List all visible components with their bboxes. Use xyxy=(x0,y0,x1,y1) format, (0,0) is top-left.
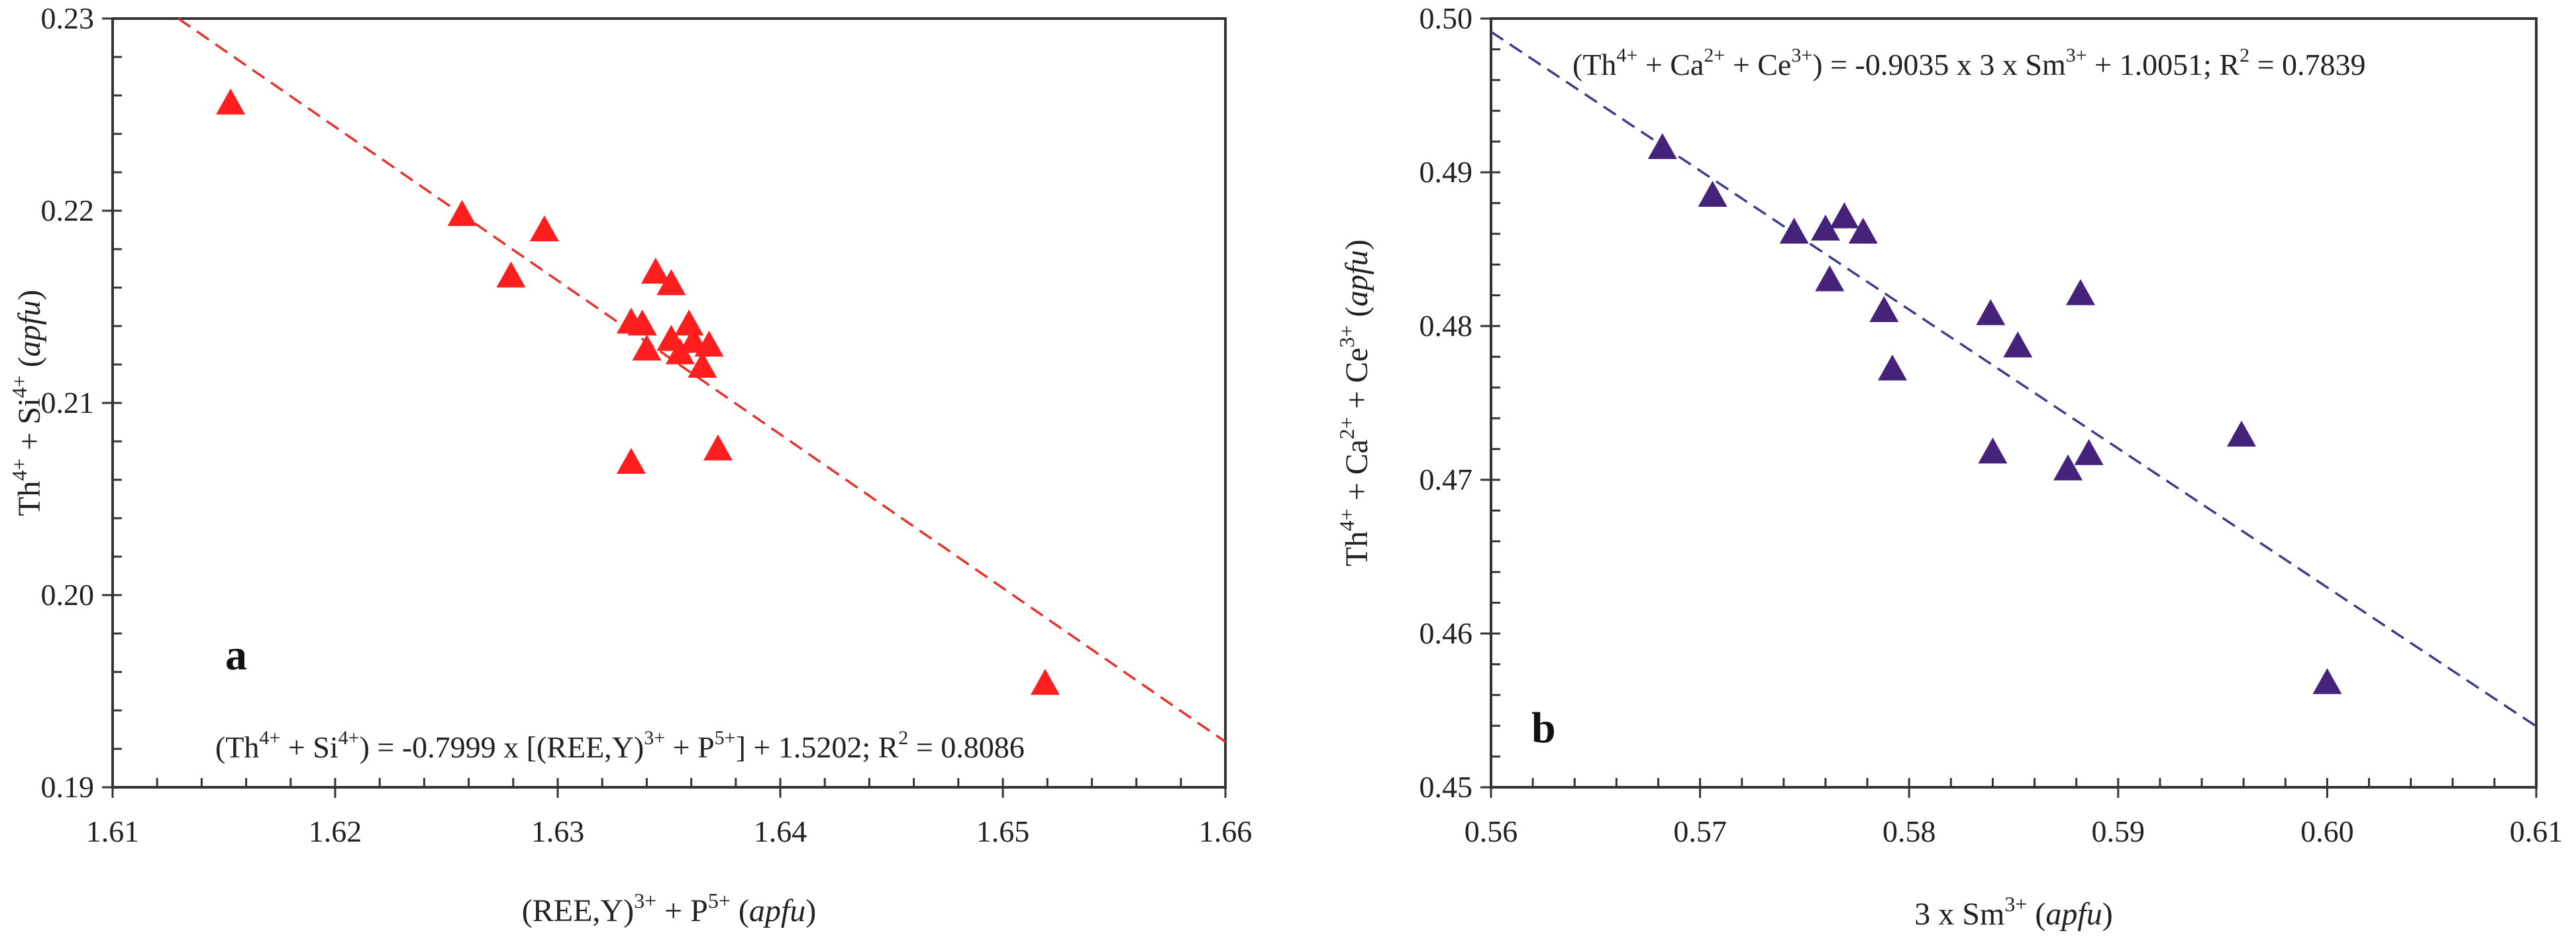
y-tick-label: 0.46 xyxy=(1419,616,1473,650)
y-tick-label: 0.22 xyxy=(41,194,95,227)
data-point xyxy=(688,351,717,378)
y-tick-label: 0.19 xyxy=(41,770,95,804)
y-tick-label: 0.50 xyxy=(1419,1,1473,35)
minor-ticks xyxy=(1491,48,2496,787)
data-point xyxy=(694,331,724,357)
y-axis-label: Th4+ + Ca2+ + Ce3+ (apfu) xyxy=(1335,239,1374,567)
regression-equation: (Th4+ + Ca2+ + Ce3+) = -0.9035 x 3 x Sm3… xyxy=(1572,44,2366,82)
data-point xyxy=(2003,331,2033,358)
data-point xyxy=(1829,202,1859,229)
panel-label: b xyxy=(1531,704,1556,752)
data-point xyxy=(1030,669,1060,695)
plot-frame xyxy=(111,17,1227,789)
data-point xyxy=(1848,217,1878,244)
y-tick-labels: 0.45 0.46 0.47 0.48 0.49 0.50 xyxy=(1419,1,1473,804)
x-tick-label: 1.65 xyxy=(976,814,1030,848)
data-point xyxy=(1815,265,1845,292)
x-tick-label: 0.56 xyxy=(1465,814,1518,848)
x-axis-label: 3 x Sm3+ (apfu) xyxy=(1914,892,2112,932)
data-point xyxy=(616,447,646,474)
data-point xyxy=(2227,420,2257,447)
data-point xyxy=(2074,439,2104,465)
x-tick-labels: 0.56 0.57 0.58 0.59 0.60 0.61 xyxy=(1465,814,2563,848)
x-tick-label: 0.60 xyxy=(2300,814,2354,848)
data-point xyxy=(674,309,704,336)
x-tick-label: 0.58 xyxy=(1882,814,1936,848)
data-point xyxy=(529,215,559,242)
data-point xyxy=(1869,296,1899,322)
data-points xyxy=(216,88,1060,695)
plot-frame xyxy=(1490,17,2538,789)
data-point xyxy=(2312,668,2342,694)
y-tick-label: 0.21 xyxy=(41,386,95,419)
y-tick-label: 0.23 xyxy=(41,1,95,35)
major-ticks xyxy=(102,17,1227,798)
x-tick-label: 1.61 xyxy=(86,814,140,848)
data-point xyxy=(632,334,662,361)
major-ticks xyxy=(1480,17,2538,798)
data-point xyxy=(1978,437,2008,464)
data-point xyxy=(703,434,733,461)
data-point xyxy=(2053,454,2083,480)
x-tick-label: 1.62 xyxy=(309,814,362,848)
chart-b: 0.56 0.57 0.58 0.59 0.60 0.61 0.450.460.470.4… xyxy=(1335,1,2563,932)
data-point xyxy=(447,199,477,226)
x-tick-label: 1.66 xyxy=(1199,814,1253,848)
panel-label: a xyxy=(225,631,247,679)
x-axis-label: (REE,Y)3+ + P5+ (apfu) xyxy=(522,889,816,928)
data-points xyxy=(1647,133,2342,694)
regression-equation: (Th4+ + Si4+) = -0.7999 x [(REE,Y)3+ + P… xyxy=(215,727,1025,764)
x-tick-label: 0.57 xyxy=(1673,814,1727,848)
x-tick-label: 0.59 xyxy=(2092,814,2145,848)
minor-ticks xyxy=(113,56,1182,787)
y-tick-label: 0.45 xyxy=(1419,770,1473,804)
data-point xyxy=(496,261,526,288)
y-tick-labels: 0.19 0.20 0.21 0.22 0.23 xyxy=(41,1,95,804)
data-point xyxy=(216,88,246,115)
x-tick-label: 0.61 xyxy=(2510,814,2563,848)
data-point xyxy=(1647,133,1677,160)
y-tick-label: 0.49 xyxy=(1419,155,1473,189)
y-tick-label: 0.48 xyxy=(1419,309,1473,343)
data-point xyxy=(627,309,657,336)
y-tick-label: 0.20 xyxy=(41,578,95,612)
regression-line xyxy=(1490,30,2537,728)
data-point xyxy=(1810,214,1840,241)
data-point xyxy=(2065,279,2095,305)
data-point xyxy=(656,269,686,296)
x-tick-label: 1.64 xyxy=(754,814,807,848)
y-tick-label: 0.47 xyxy=(1419,463,1473,496)
data-point xyxy=(641,257,670,284)
data-point xyxy=(1698,180,1727,207)
data-point xyxy=(1877,354,1907,381)
data-point xyxy=(1976,299,2006,325)
chart-a: 1.61 1.62 1.63 1.64 1.65 1.66 0.19 0.20 0.21 0.2… xyxy=(7,1,1253,928)
y-axis-label: Th4+ + Si4+ (apfu) xyxy=(7,290,47,516)
x-tick-labels: 1.61 1.62 1.63 1.64 1.65 1.66 xyxy=(86,814,1253,848)
x-tick-label: 1.63 xyxy=(531,814,585,848)
data-point xyxy=(1779,217,1809,244)
regression-line xyxy=(178,17,1226,743)
